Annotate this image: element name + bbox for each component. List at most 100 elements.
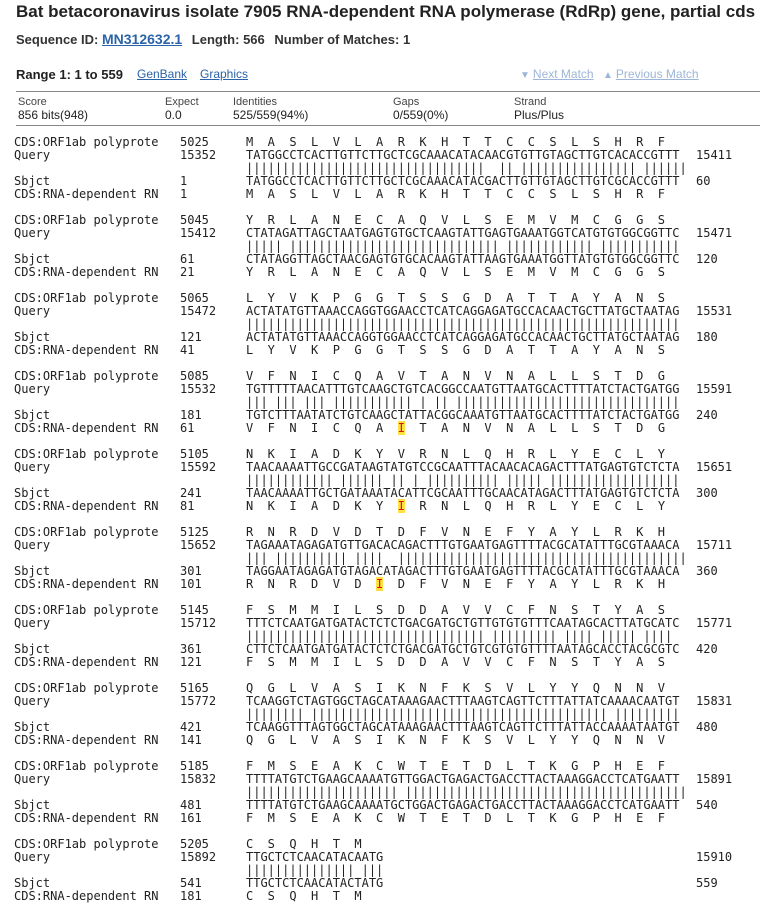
row-start-position: 41 [180, 343, 195, 357]
row-sequence: |||||||| |||||||||||||||||||||||||||||||… [246, 707, 680, 721]
row-label: CDS:RNA-dependent RN [14, 577, 159, 591]
row-label: Sbjct [14, 486, 51, 500]
row-start-position: 241 [180, 486, 202, 500]
row-end-position: 480 [696, 720, 718, 734]
row-start-position: 5045 [180, 213, 209, 227]
row-start-position: 15352 [180, 148, 217, 162]
row-start-position: 101 [180, 577, 202, 591]
row-label: Sbjct [14, 252, 51, 266]
row-start-position: 541 [180, 876, 202, 890]
row-start-position: 181 [180, 889, 202, 903]
row-start-position: 5025 [180, 135, 209, 149]
row-sequence: TAGGAATAGAGATGTAGACATAGACTTTGTGAATGAGTTT… [246, 564, 680, 578]
length-value: 566 [243, 32, 265, 47]
row-sequence: F S M M I L S D D A V V C F N S T Y A S [246, 655, 666, 669]
row-label: Query [14, 226, 51, 240]
row-start-position: 15832 [180, 772, 217, 786]
mismatch-highlight: I [397, 499, 405, 513]
row-end-position: 300 [696, 486, 718, 500]
row-label: CDS:RNA-dependent RN [14, 421, 159, 435]
stat-gaps: Gaps 0/559(0%) [393, 96, 448, 122]
stat-strand-label: Strand [514, 96, 547, 108]
row-sequence: TGTTTTTAACATTTGTCAAGCTGTCACGGCCAATGTTAAT… [246, 382, 680, 396]
row-start-position: 15532 [180, 382, 217, 396]
row-label: CDS:ORF1ab polyprote [14, 291, 159, 305]
row-sequence: ||||||||||||||||||||||||||||||||| || |||… [246, 161, 687, 175]
row-start-position: 21 [180, 265, 195, 279]
row-sequence: TAGAAATAGAGATGTTGACACAGACTTTGTGAATGAGTTT… [246, 538, 680, 552]
row-start-position: 15652 [180, 538, 217, 552]
row-label: CDS:ORF1ab polyprote [14, 681, 159, 695]
row-sequence: TTTTATGTCTGAAGCAAAATGCTGGACTGAGACTGACCTT… [246, 798, 680, 812]
row-sequence: |||||||||||| |||||| || | |||||||||| ||||… [246, 473, 680, 487]
row-start-position: 141 [180, 733, 202, 747]
row-start-position: 161 [180, 811, 202, 825]
stat-score: Score 856 bits(948) [18, 96, 88, 122]
row-start-position: 5205 [180, 837, 209, 851]
row-label: Sbjct [14, 330, 51, 344]
row-label: CDS:ORF1ab polyprote [14, 759, 159, 773]
row-sequence: TGTCTTTAATATCTGTCAAGCTATTACGGCAAATGTTAAT… [246, 408, 680, 422]
stat-identities: Identities 525/559(94%) [233, 96, 308, 122]
row-end-position: 15910 [696, 850, 733, 864]
row-end-position: 60 [696, 174, 711, 188]
row-sequence: M A S L V L A R K H T T C C S L S H R F [246, 135, 666, 149]
row-sequence: Q G L V A S I K N F K S V L Y Y Q N N V [246, 681, 666, 695]
row-sequence: CTATAGGTTAGCTAACGAGTGTGCACAAGTATTAAGTGAA… [246, 252, 680, 266]
previous-match-link[interactable]: ▲ Previous Match [603, 67, 699, 81]
matches-label: Number of Matches: [274, 32, 400, 47]
next-match-link[interactable]: ▼ Next Match [520, 67, 594, 81]
row-sequence: V F N I C Q A V T A N V N A L L S T D G [246, 369, 666, 383]
row-label: Query [14, 382, 51, 396]
row-sequence: TCAAGGTTTAGTGGCTAGCATAAAGAACTTTAAGTCAGTT… [246, 720, 680, 734]
row-label: Query [14, 694, 51, 708]
row-start-position: 5065 [180, 291, 209, 305]
row-end-position: 15891 [696, 772, 733, 786]
row-sequence: ||||||||||||||||||||||||||||||||||||||||… [246, 317, 680, 331]
row-label: Sbjct [14, 798, 51, 812]
row-start-position: 15892 [180, 850, 217, 864]
stat-identities-label: Identities [233, 96, 278, 108]
row-sequence: TTGCTCTCAACATACTATG [246, 876, 384, 890]
row-start-position: 15472 [180, 304, 217, 318]
row-end-position: 540 [696, 798, 718, 812]
row-start-position: 1 [180, 187, 188, 201]
row-start-position: 421 [180, 720, 202, 734]
row-end-position: 15771 [696, 616, 733, 630]
row-label: Query [14, 772, 51, 786]
row-sequence: CTATAGATTAGCTAATGAGTGTGCTCAAGTATTGAGTGAA… [246, 226, 680, 240]
row-end-position: 360 [696, 564, 718, 578]
row-sequence: TAACAAAATTGCTGATAAATACATTCGCAATTTGCAACAT… [246, 486, 680, 500]
row-sequence: TAACAAAATTGCCGATAAGTATGTCCGCAATTTACAACAC… [246, 460, 680, 474]
row-end-position: 420 [696, 642, 718, 656]
row-start-position: 5185 [180, 759, 209, 773]
row-end-position: 15591 [696, 382, 733, 396]
row-sequence: TCAAGGTCTAGTGGCTAGCATAAAGAACTTTAAGTCAGTT… [246, 694, 680, 708]
row-start-position: 481 [180, 798, 202, 812]
row-label: Query [14, 148, 51, 162]
row-end-position: 180 [696, 330, 718, 344]
row-sequence: ACTATATGTTAAACCAGGTGGAACCTCATCAGGAGATGCC… [246, 304, 680, 318]
row-sequence: TTTCTCAATGATGATACTCTCTGACGATGCTGTTGTGTGT… [246, 616, 680, 630]
row-label: Sbjct [14, 408, 51, 422]
row-start-position: 15412 [180, 226, 217, 240]
row-sequence: ||||||||||||||||||||||||||||||||| ||||||… [246, 629, 687, 643]
row-end-position: 559 [696, 876, 718, 890]
row-label: CDS:ORF1ab polyprote [14, 213, 159, 227]
row-sequence: M A S L V L A R K H T T C C S L S H R F [246, 187, 666, 201]
row-end-position: 15411 [696, 148, 733, 162]
seq-id-label: Sequence ID: [16, 32, 99, 47]
graphics-link[interactable]: Graphics [200, 67, 249, 81]
row-start-position: 81 [180, 499, 195, 513]
row-start-position: 5105 [180, 447, 209, 461]
sequence-info: Sequence ID: MN312632.1 Length: 566 Numb… [16, 31, 410, 47]
seq-id-link[interactable]: MN312632.1 [101, 31, 183, 47]
row-sequence: L Y V K P G G T S S G D A T T A Y A N S [246, 291, 666, 305]
row-sequence: C S Q H T M [246, 889, 362, 903]
stat-score-label: Score [18, 96, 47, 108]
length-label: Length: [191, 32, 240, 47]
row-label: CDS:ORF1ab polyprote [14, 369, 159, 383]
row-end-position: 15471 [696, 226, 733, 240]
genbank-link[interactable]: GenBank [137, 67, 188, 81]
row-label: Query [14, 616, 51, 630]
